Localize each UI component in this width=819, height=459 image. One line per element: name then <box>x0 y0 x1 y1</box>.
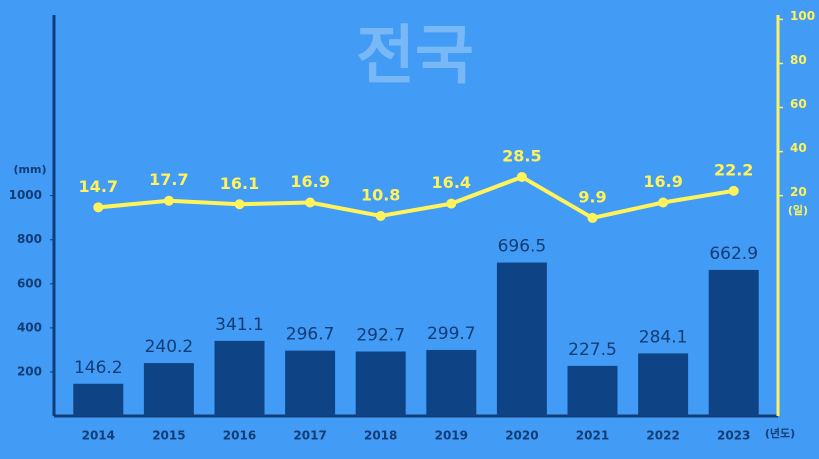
bar <box>73 383 124 416</box>
y2-tick-label: 60 <box>790 97 807 111</box>
line-value-label: 9.9 <box>578 187 606 206</box>
line-value-label: 10.8 <box>361 185 400 204</box>
y-tick-label: 200 <box>17 364 42 378</box>
bar-value-label: 696.5 <box>498 237 547 257</box>
line-marker <box>587 212 598 223</box>
line <box>98 174 735 220</box>
bar-value-label: 240.2 <box>145 337 194 357</box>
bar <box>567 365 618 416</box>
line-marker <box>658 197 669 208</box>
x-tick-label: 2016 <box>223 429 256 443</box>
bar <box>143 363 194 416</box>
line-marker <box>305 197 316 208</box>
bar-value-label: 146.2 <box>74 358 123 378</box>
bar <box>708 269 759 416</box>
chart-title: 전국 <box>356 20 474 94</box>
x-tick-label: 2017 <box>293 429 326 443</box>
y2-axis-unit: (일) <box>788 203 808 217</box>
bar-value-label: 662.9 <box>709 244 758 264</box>
y-tick-label: 1000 <box>9 188 42 202</box>
line-marker <box>234 199 245 210</box>
line-value-label: 16.9 <box>290 172 329 191</box>
y-tick-label: 400 <box>17 320 42 334</box>
line-value-label: 16.4 <box>432 173 471 192</box>
x-tick-label: 2021 <box>576 429 609 443</box>
line-value-label: 16.9 <box>643 172 682 191</box>
line-marker <box>446 198 457 209</box>
y-tick-label: 800 <box>17 232 42 246</box>
bar-value-label: 341.1 <box>215 315 264 335</box>
bar-value-label: 296.7 <box>286 325 335 345</box>
bar <box>496 262 547 416</box>
y2-tick-label: 20 <box>790 185 807 199</box>
bar-value-label: 284.1 <box>639 327 688 347</box>
x-tick-label: 2023 <box>717 429 750 443</box>
y-axis-unit: (mm) <box>14 163 47 176</box>
line-marker <box>163 195 174 206</box>
bar <box>638 353 689 416</box>
line-value-label: 16.1 <box>220 174 259 193</box>
x-axis-unit: (년도) <box>765 426 795 440</box>
y2-tick-label: 40 <box>790 141 807 155</box>
bar <box>214 340 265 416</box>
y2-tick-label: 100 <box>790 9 815 23</box>
bar <box>285 350 336 416</box>
line-marker <box>728 185 739 196</box>
x-tick-label: 2019 <box>435 429 468 443</box>
bar <box>355 351 406 416</box>
y2-tick-label: 80 <box>790 53 807 67</box>
line-value-label: 14.7 <box>79 177 118 196</box>
line-marker <box>516 171 527 182</box>
line-marker <box>375 210 386 221</box>
line-value-label: 17.7 <box>149 170 188 189</box>
x-tick-label: 2018 <box>364 429 397 443</box>
line-value-label: 22.2 <box>714 160 753 179</box>
x-tick-label: 2022 <box>646 429 679 443</box>
y-tick-label: 600 <box>17 276 42 290</box>
bar-value-label: 292.7 <box>356 326 405 346</box>
bar-value-label: 227.5 <box>568 340 617 360</box>
x-tick-label: 2015 <box>152 429 185 443</box>
x-tick-label: 2014 <box>82 429 115 443</box>
bar-value-label: 299.7 <box>427 324 476 344</box>
x-tick-label: 2020 <box>505 429 538 443</box>
bar <box>426 349 477 416</box>
line-marker <box>93 202 104 213</box>
line-value-label: 28.5 <box>502 146 541 165</box>
